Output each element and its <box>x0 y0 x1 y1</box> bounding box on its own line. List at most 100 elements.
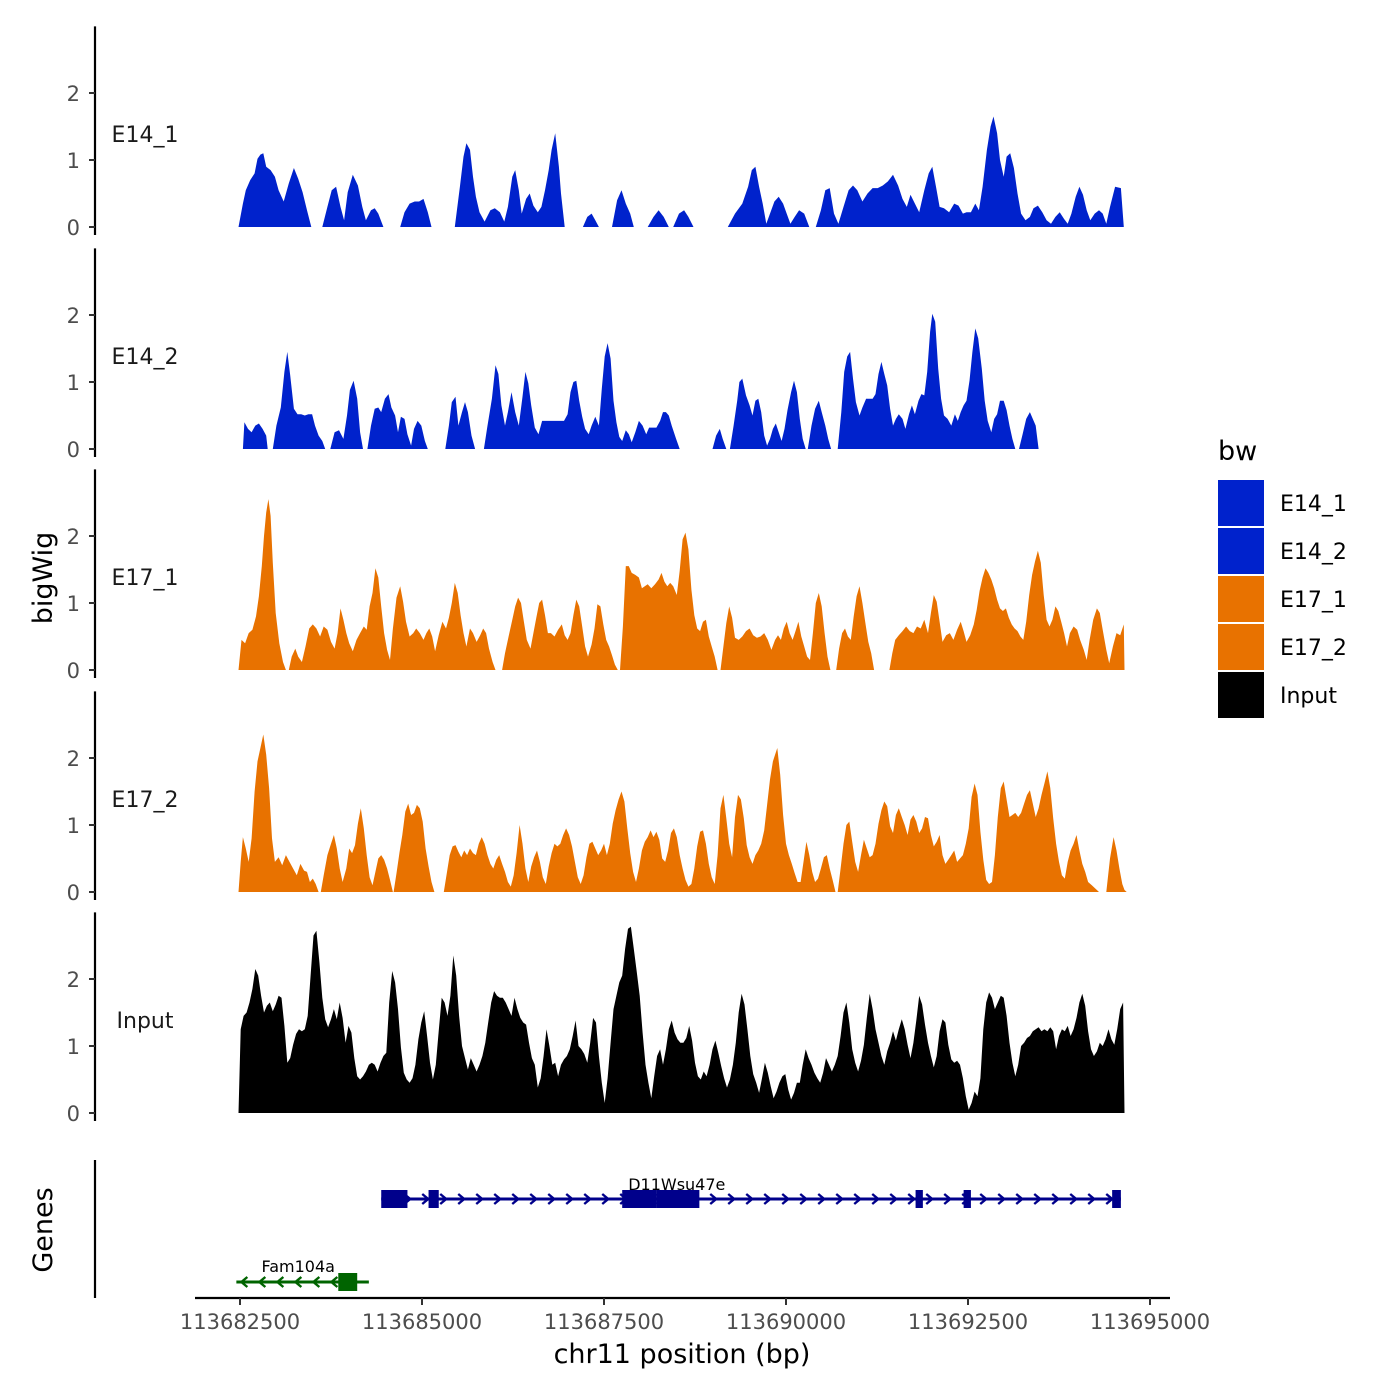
y-tick-label-E14_1-1: 1 <box>67 149 80 173</box>
gene-strand-chevron-D11Wsu47e <box>1051 1193 1061 1205</box>
y-tick-label-E14_1-0: 0 <box>67 216 80 240</box>
legend-swatch-E14_2 <box>1218 528 1264 574</box>
gene-strand-chevron-D11Wsu47e <box>907 1193 917 1205</box>
y-tick-label-E14_2-0: 0 <box>67 438 80 462</box>
gene-strand-chevron-Fam104a <box>293 1276 303 1288</box>
gene-strand-chevron-Fam104a <box>311 1276 321 1288</box>
gene-strand-chevron-D11Wsu47e <box>709 1193 719 1205</box>
y-axes: 0 1 2 0 1 2 0 1 2 0 1 2 0 1 2 <box>67 26 97 1126</box>
signal-area-Input <box>238 926 1125 1113</box>
gene-strand-chevron-D11Wsu47e <box>583 1193 593 1205</box>
signal-area-E14_2 <box>242 313 1039 449</box>
gene-strand-chevron-D11Wsu47e <box>493 1193 503 1205</box>
gene-strand-chevron-D11Wsu47e <box>853 1193 863 1205</box>
y-axis-title: bigWig <box>28 532 59 625</box>
x-tick-label-113690000: 113690000 <box>726 1310 846 1334</box>
gene-strand-chevron-D11Wsu47e <box>457 1193 467 1205</box>
y-tick-label-E17_1-0: 0 <box>67 659 80 683</box>
legend-title: bw <box>1218 436 1257 467</box>
legend-label-E14_1: E14_1 <box>1280 492 1347 517</box>
gene-exon-D11Wsu47e-4 <box>656 1190 700 1208</box>
signal-tracks <box>238 116 1127 1113</box>
gene-strand-chevron-D11Wsu47e <box>529 1193 539 1205</box>
track-label-E17_2: E17_2 <box>112 788 179 813</box>
x-tick-label-113695000: 113695000 <box>1090 1310 1210 1334</box>
y-tick-label-E14_2-1: 1 <box>67 371 80 395</box>
y-tick-label-Input-2: 2 <box>67 968 80 992</box>
legend-swatch-E17_2 <box>1218 624 1264 670</box>
signal-area-E17_1 <box>238 499 1125 670</box>
gene-strand-chevron-D11Wsu47e <box>979 1193 989 1205</box>
gene-label-Fam104a: Fam104a <box>262 1257 335 1276</box>
legend-swatch-E14_1 <box>1218 480 1264 526</box>
gene-strand-chevron-D11Wsu47e <box>475 1193 485 1205</box>
legend-swatch-E17_1 <box>1218 576 1264 622</box>
gene-exon-Fam104a-1 <box>338 1273 358 1291</box>
gene-strand-chevron-Fam104a <box>275 1276 285 1288</box>
legend-label-Input: Input <box>1280 684 1337 709</box>
legend-label-E17_2: E17_2 <box>1280 636 1347 661</box>
legend-label-E17_1: E17_1 <box>1280 588 1347 613</box>
gene-strand-chevron-D11Wsu47e <box>781 1193 791 1205</box>
gene-strand-chevron-D11Wsu47e <box>817 1193 827 1205</box>
track-label-E17_1: E17_1 <box>112 566 179 591</box>
gene-strand-chevron-D11Wsu47e <box>547 1193 557 1205</box>
gene-exon-D11Wsu47e-1 <box>381 1190 408 1208</box>
gene-strand-chevron-D11Wsu47e <box>745 1193 755 1205</box>
signal-area-E17_2 <box>238 734 1127 892</box>
gene-strand-chevron-D11Wsu47e <box>799 1193 809 1205</box>
legend: bw E14_1 E14_2 E17_1 E17_2 Input <box>1218 436 1347 718</box>
gene-annotations: D11Wsu47e Fam104a <box>236 1175 1121 1291</box>
track-label-E14_1: E14_1 <box>112 123 179 148</box>
gene-exon-D11Wsu47e-2 <box>428 1190 439 1208</box>
x-tick-label-113687500: 113687500 <box>544 1310 664 1334</box>
gene-exon-D11Wsu47e-3 <box>622 1190 657 1208</box>
y-tick-label-E17_2-1: 1 <box>67 814 80 838</box>
gene-strand-chevron-D11Wsu47e <box>1033 1193 1043 1205</box>
gene-exon-D11Wsu47e-5 <box>915 1190 923 1208</box>
gene-strand-chevron-D11Wsu47e <box>1087 1193 1097 1205</box>
gene-strand-chevron-D11Wsu47e <box>421 1193 431 1205</box>
x-tick-label-113682500: 113682500 <box>180 1310 300 1334</box>
gene-strand-chevron-D11Wsu47e <box>943 1193 953 1205</box>
gene-strand-chevron-D11Wsu47e <box>835 1193 845 1205</box>
gene-label-D11Wsu47e: D11Wsu47e <box>628 1175 725 1194</box>
gene-strand-chevron-Fam104a <box>239 1276 249 1288</box>
track-labels: E14_1 E14_2 E17_1 E17_2 Input <box>112 123 179 1034</box>
x-axis-title: chr11 position (bp) <box>554 1339 811 1370</box>
signal-area-E14_1 <box>238 116 1124 227</box>
y-tick-label-E17_2-0: 0 <box>67 881 80 905</box>
gene-strand-chevron-D11Wsu47e <box>439 1193 449 1205</box>
x-axis-ticks: 113682500 113685000 113687500 113690000 1136… <box>180 1298 1210 1334</box>
genes-panel-title: Genes <box>28 1187 59 1272</box>
y-tick-label-E17_1-1: 1 <box>67 592 80 616</box>
track-label-Input: Input <box>117 1009 174 1034</box>
gene-strand-chevron-D11Wsu47e <box>1015 1193 1025 1205</box>
y-tick-label-Input-1: 1 <box>67 1035 80 1059</box>
y-tick-label-E17_1-2: 2 <box>67 525 80 549</box>
legend-label-E14_2: E14_2 <box>1280 540 1347 565</box>
y-tick-label-E14_1-2: 2 <box>67 82 80 106</box>
gene-strand-chevron-Fam104a <box>257 1276 267 1288</box>
gene-strand-chevron-D11Wsu47e <box>763 1193 773 1205</box>
y-tick-label-Input-0: 0 <box>67 1102 80 1126</box>
gene-exon-D11Wsu47e-7 <box>1112 1190 1121 1208</box>
gene-strand-chevron-D11Wsu47e <box>565 1193 575 1205</box>
y-tick-label-E14_2-2: 2 <box>67 304 80 328</box>
gene-strand-chevron-Fam104a <box>329 1276 339 1288</box>
gene-strand-chevron-D11Wsu47e <box>511 1193 521 1205</box>
gene-strand-chevron-D11Wsu47e <box>889 1193 899 1205</box>
x-tick-label-113685000: 113685000 <box>362 1310 482 1334</box>
x-tick-label-113692500: 113692500 <box>908 1310 1028 1334</box>
gene-strand-chevron-D11Wsu47e <box>871 1193 881 1205</box>
track-label-E14_2: E14_2 <box>112 345 179 370</box>
gene-strand-chevron-D11Wsu47e <box>601 1193 611 1205</box>
y-tick-label-E17_2-2: 2 <box>67 747 80 771</box>
gene-strand-chevron-D11Wsu47e <box>1069 1193 1079 1205</box>
gene-strand-chevron-D11Wsu47e <box>925 1193 935 1205</box>
gene-strand-chevron-D11Wsu47e <box>727 1193 737 1205</box>
gene-exon-D11Wsu47e-6 <box>963 1190 971 1208</box>
legend-swatch-Input <box>1218 672 1264 718</box>
gene-strand-chevron-D11Wsu47e <box>997 1193 1007 1205</box>
